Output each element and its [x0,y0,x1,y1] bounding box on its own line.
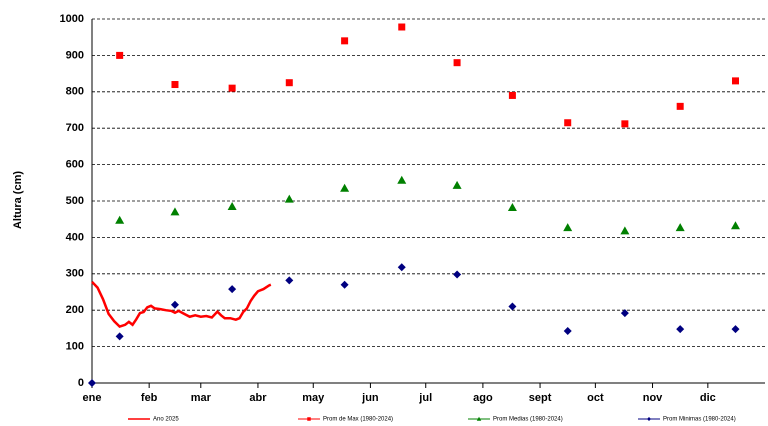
min-marker [285,276,294,285]
max-marker [676,102,684,110]
mean-marker [563,223,573,232]
x-tick-label: jun [361,392,379,404]
x-tick-label: feb [141,392,158,404]
max-marker [564,119,572,127]
x-tick-label: jul [418,392,432,404]
max-marker [398,23,406,31]
mean-marker [452,180,462,189]
y-tick-label: 0 [78,377,84,389]
max-marker [731,77,739,85]
min-marker [115,332,124,341]
y-tick-label: 600 [66,159,84,171]
min-marker [676,325,685,334]
mean-marker [115,215,125,224]
x-tick-label: dic [700,392,716,404]
min-marker [228,285,237,294]
x-tick-label: mar [191,392,212,404]
legend-marker [647,417,651,421]
min-marker [453,270,462,279]
y-tick-label: 900 [66,49,84,61]
legend-label: Prom Minimas (1980-2024) [663,417,736,423]
legend-label: Prom de Max (1980-2024) [323,417,393,423]
max-marker [453,59,461,67]
y-tick-label: 700 [66,122,84,134]
mean-marker [170,207,180,216]
min-marker [563,326,572,335]
min-marker [731,325,740,334]
min-marker [508,302,517,311]
min-marker [397,263,406,272]
y-tick-label: 500 [66,195,84,207]
mean-marker [227,201,237,210]
x-tick-label: abr [249,392,267,404]
max-marker [285,79,293,87]
x-tick-label: nov [643,392,663,404]
y-tick-label: 300 [66,268,84,280]
line-2025 [91,280,272,329]
y-tick-label: 400 [66,231,84,243]
x-tick-label: ene [83,392,102,404]
mean-marker [620,226,630,235]
max-marker [508,91,516,99]
legend-label: Prom Medias (1980-2024) [493,417,563,423]
legend-marker [307,417,311,421]
y-tick-label: 200 [66,304,84,316]
y-tick-label: 1000 [60,13,84,25]
x-tick-label: may [302,392,325,404]
y-axis-label: Altura (cm) [12,171,24,229]
max-marker [621,120,629,128]
legend-marker [476,416,482,421]
min-marker [340,280,349,289]
y-tick-label: 100 [66,341,84,353]
x-tick-label: ago [473,392,493,404]
x-tick-label: sept [529,392,552,404]
mean-marker [507,203,517,212]
mean-marker [284,194,294,203]
legend-label: Ano 2025 [153,417,179,423]
mean-marker [730,221,740,230]
mean-marker [397,175,407,184]
max-marker [116,51,124,59]
max-marker [228,84,236,92]
max-marker [171,81,179,89]
mean-marker [340,183,350,192]
y-tick-label: 800 [66,86,84,98]
min-marker [170,300,179,309]
x-tick-label: oct [587,392,604,404]
min-marker [88,379,96,387]
mean-marker [675,223,685,232]
max-marker [341,37,349,45]
min-marker [620,309,629,318]
